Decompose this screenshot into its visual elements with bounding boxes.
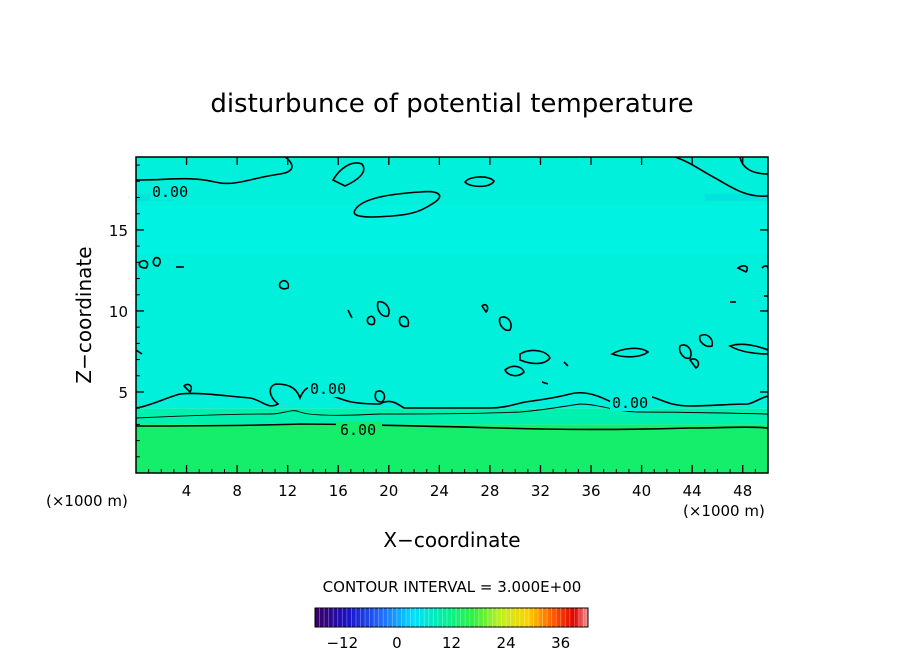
contour-top-right (674, 157, 768, 197)
contour-island (736, 265, 749, 274)
x-tick-label: 8 (232, 482, 242, 500)
contour-label: 6.00 (340, 421, 376, 439)
contour-island (480, 303, 489, 314)
contour-island (678, 344, 692, 360)
colorbar-tick-label: 0 (392, 634, 402, 652)
contour-top-left (136, 157, 293, 185)
colorbar-tick-label: 24 (497, 634, 516, 652)
x-tick-label: 44 (683, 482, 702, 500)
contour-island (698, 333, 714, 348)
colorbar-tick-label: 36 (551, 634, 570, 652)
contour-island (347, 309, 353, 319)
contour-thin (136, 403, 768, 419)
contour-island (563, 361, 569, 367)
x-unit-left: (×1000 m) (46, 492, 128, 510)
x-tick-label: 24 (430, 482, 449, 500)
contour-island (610, 347, 650, 358)
contour-label: 0.00 (612, 394, 648, 412)
field-band (136, 408, 768, 425)
field-band (136, 424, 768, 473)
x-axis: 4 8 12 16 20 24 28 32 36 40 44 48 (148, 157, 756, 500)
x-tick-label: 40 (632, 482, 651, 500)
contour-interval: CONTOUR INTERVAL = 3.000E+00 (323, 578, 582, 596)
x-tick-label: 12 (278, 482, 297, 500)
contour-island (366, 315, 376, 326)
contour-island (541, 381, 549, 385)
y-tick-label: 10 (109, 303, 128, 321)
contour-island (519, 349, 551, 365)
contour-top-right-2 (739, 157, 768, 175)
colorbar-cells (319, 608, 584, 627)
x-tick-label: 36 (581, 482, 600, 500)
contour-island (688, 358, 700, 370)
x-tick-label: 4 (182, 482, 192, 500)
contour-blob-3 (463, 176, 495, 188)
contour-island (374, 390, 386, 403)
x-tick-label: 48 (733, 482, 752, 500)
x-tick-label: 32 (531, 482, 550, 500)
contour-island (504, 365, 525, 377)
contour-labels: 0.00 0.00 0.00 6.00 (150, 182, 652, 439)
y-axis-label: Z−coordinate (72, 246, 96, 383)
contour-label: 0.00 (310, 380, 346, 398)
contour-island (136, 349, 143, 355)
field-shade (136, 205, 768, 255)
x-tick-label: 28 (480, 482, 499, 500)
x-tick-label: 20 (379, 482, 398, 500)
contour-label: 0.00 (152, 183, 188, 201)
contour-island (498, 316, 512, 332)
contour-island (376, 300, 390, 318)
field-shade (704, 194, 768, 201)
contour-blob-2 (353, 190, 441, 218)
colorbar-tick-label: −12 (326, 634, 358, 652)
x-tick-label: 16 (329, 482, 348, 500)
plot-area (136, 157, 768, 473)
contour-island (138, 259, 149, 269)
contour-blob-1 (331, 162, 365, 187)
x-unit-right: (×1000 m) (683, 502, 765, 520)
chart-title: disturbunce of potential temperature (210, 89, 693, 119)
contour-island (278, 280, 290, 290)
y-tick-label: 5 (118, 384, 128, 402)
contour-island (398, 315, 410, 328)
y-axis: 5 10 15 (109, 164, 768, 458)
colorbar-ticks: −12 0 12 24 36 (326, 634, 570, 652)
field-band (136, 157, 768, 409)
contour-island (182, 383, 193, 394)
colorbar (314, 607, 589, 628)
contour-lines (136, 157, 768, 431)
y-tick-label: 15 (109, 222, 128, 240)
colorbar-tick-label: 12 (442, 634, 461, 652)
contour-island (152, 256, 161, 267)
contour-island (728, 343, 768, 355)
x-axis-label: X−coordinate (383, 528, 520, 552)
contour-six (136, 423, 768, 431)
